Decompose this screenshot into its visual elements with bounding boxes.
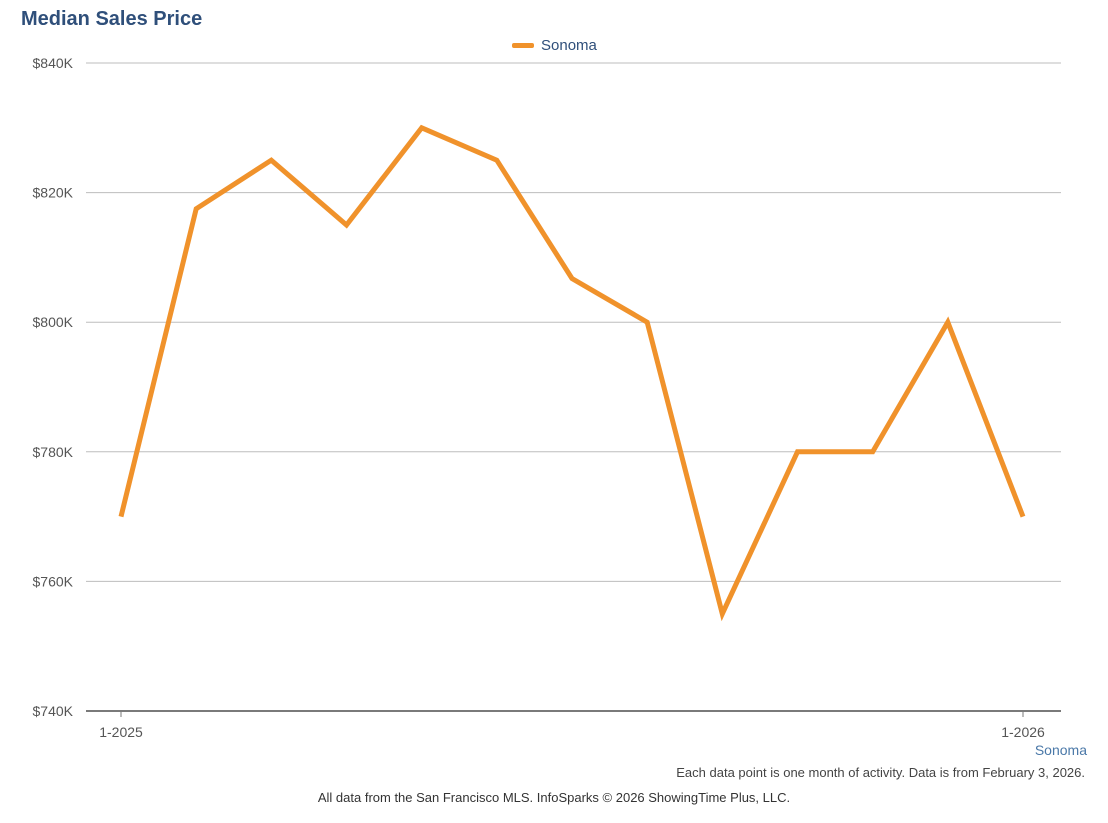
- y-tick-label: $780K: [33, 444, 74, 460]
- data-point[interactable]: [644, 319, 650, 325]
- data-point[interactable]: [569, 275, 575, 281]
- legend-swatch-sonoma: [512, 43, 534, 48]
- legend-label-sonoma: Sonoma: [541, 37, 597, 54]
- y-tick-label: $800K: [33, 314, 74, 330]
- data-point[interactable]: [193, 206, 199, 212]
- data-point[interactable]: [1020, 514, 1026, 520]
- y-tick-label: $740K: [33, 703, 74, 719]
- data-point[interactable]: [268, 157, 274, 163]
- footer-credit: All data from the San Francisco MLS. Inf…: [317, 790, 791, 805]
- x-axis: 1-2025 1-2026: [86, 710, 1061, 740]
- data-point[interactable]: [870, 449, 876, 455]
- data-point[interactable]: [419, 125, 425, 131]
- series-line-sonoma[interactable]: [118, 124, 1026, 622]
- x-tick-label: 1-2026: [1001, 724, 1045, 740]
- y-tick-label: $840K: [33, 55, 74, 71]
- gridlines: [86, 62, 1061, 582]
- chart-title: Median Sales Price: [21, 8, 203, 30]
- data-point[interactable]: [719, 611, 725, 617]
- data-point[interactable]: [795, 449, 801, 455]
- y-axis-tick-labels: $740K $760K $780K $800K $820K $840K: [33, 55, 74, 719]
- region-label: Sonoma: [1034, 742, 1087, 758]
- x-tick-label: 1-2025: [99, 724, 143, 740]
- y-tick-label: $760K: [33, 573, 74, 589]
- data-note: Each data point is one month of activity…: [676, 765, 1085, 780]
- y-tick-label: $820K: [33, 185, 74, 201]
- data-point[interactable]: [945, 319, 951, 325]
- series-layer: [118, 124, 1026, 622]
- data-point[interactable]: [118, 514, 124, 520]
- data-point[interactable]: [494, 157, 500, 163]
- data-point[interactable]: [344, 222, 350, 228]
- legend[interactable]: Sonoma: [512, 37, 597, 54]
